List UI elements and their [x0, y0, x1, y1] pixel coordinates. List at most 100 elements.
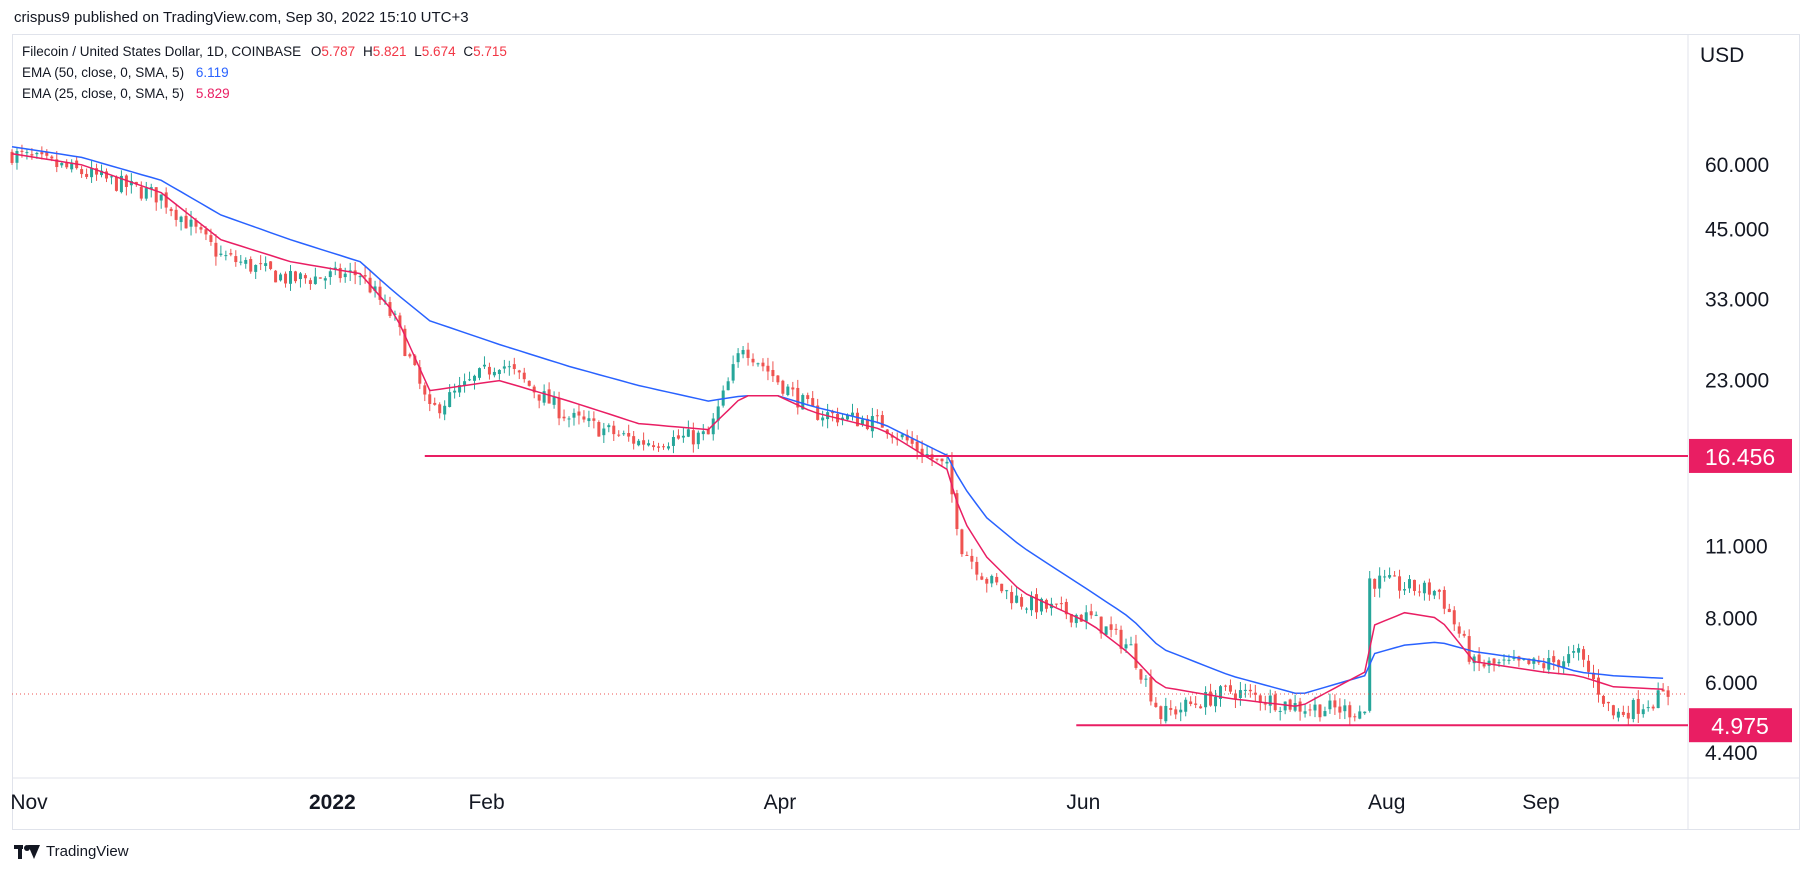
candle-body [935, 458, 939, 460]
candle-body [65, 162, 69, 168]
candle-body [910, 438, 914, 444]
candle-body [433, 402, 437, 405]
legend-ema25-row[interactable]: EMA (25, close, 0, SMA, 5) 5.829 [22, 86, 230, 101]
candle-body [850, 412, 854, 416]
candle-body [443, 405, 447, 415]
candle-body [1194, 703, 1198, 705]
candle-body [1437, 589, 1441, 592]
candle-body [398, 315, 402, 328]
legend-high: 5.821 [372, 44, 407, 59]
candle-body [1358, 711, 1362, 719]
candle-body [1298, 701, 1302, 712]
candle-body [194, 220, 198, 227]
candle-body [229, 253, 233, 255]
candle-body [1308, 709, 1312, 711]
candle-body [1527, 658, 1531, 664]
candle-body [686, 429, 690, 437]
candle-body [184, 215, 188, 229]
candle-body [502, 366, 506, 369]
candle-body [1601, 695, 1605, 704]
candle-body [781, 380, 785, 394]
candle-body [860, 419, 864, 425]
legend-ema50-value: 6.119 [195, 65, 229, 80]
candle-body [85, 173, 89, 177]
candle-body [786, 386, 790, 395]
candle-body [940, 458, 944, 462]
candle-body [313, 276, 317, 285]
candle-body [1313, 704, 1317, 711]
legend-ema50-row[interactable]: EMA (50, close, 0, SMA, 5) 6.119 [22, 65, 229, 80]
candle-body [418, 367, 422, 384]
candle-body [1084, 612, 1088, 622]
candle-body [1204, 692, 1208, 708]
candle-body [214, 242, 218, 257]
candle-body [90, 168, 94, 178]
candle-body [453, 390, 457, 393]
candle-body [1283, 701, 1287, 711]
candle-body [632, 436, 636, 444]
candle-body [1512, 657, 1516, 659]
candle-body [1189, 701, 1193, 705]
tradingview-logo-icon [14, 844, 40, 859]
chart-frame[interactable] [12, 34, 1800, 830]
candle-body [1407, 579, 1411, 589]
candle-body [1432, 590, 1436, 596]
candle-body [438, 404, 442, 414]
candle-body [1020, 597, 1024, 607]
candle-body [378, 286, 382, 300]
candle-body [1209, 691, 1213, 706]
candle-body [831, 411, 835, 414]
candle-body [592, 418, 596, 421]
candle-body [751, 358, 755, 363]
candle-body [30, 154, 34, 156]
candle-body [1074, 614, 1078, 624]
candle-body [1119, 629, 1123, 649]
candle-body [527, 380, 531, 386]
candle-body [1343, 705, 1347, 712]
candle-body [358, 276, 362, 278]
candle-body [403, 328, 407, 357]
candle-body [1502, 659, 1506, 661]
candle-body [796, 387, 800, 408]
candle-body [1025, 608, 1029, 610]
candle-body [647, 443, 651, 446]
candle-body [343, 273, 347, 278]
tradingview-brand[interactable]: TradingView [14, 843, 129, 860]
candle-body [259, 263, 263, 265]
candle-body [642, 440, 646, 445]
candle-body [413, 355, 417, 366]
candle-body [239, 261, 243, 263]
candle-body [950, 460, 954, 495]
candle-body [915, 441, 919, 451]
candle-body [1000, 583, 1004, 592]
candle-body [537, 394, 541, 401]
candle-body [1268, 695, 1272, 706]
candle-body [1288, 699, 1292, 710]
candle-body [1184, 699, 1188, 712]
candle-body [716, 406, 720, 421]
candle-body [955, 493, 959, 530]
candle-body [1626, 712, 1630, 719]
candle-body [1338, 706, 1342, 713]
candle-body [652, 445, 656, 448]
candle-body [159, 194, 163, 201]
candle-body [458, 385, 462, 393]
candle-body [328, 271, 332, 278]
candle-body [507, 366, 511, 368]
candle-body [303, 275, 307, 279]
candle-body [1452, 610, 1456, 625]
candle-body [1631, 699, 1635, 720]
candle-body [338, 268, 342, 279]
candle-body [1557, 660, 1561, 668]
candle-body [1507, 659, 1511, 661]
candle-body [80, 169, 84, 175]
candle-body [975, 561, 979, 575]
candle-body [1124, 644, 1128, 649]
candle-body [1661, 689, 1665, 692]
candle-body [1258, 695, 1262, 703]
candle-body [1641, 709, 1645, 715]
candle-body [1114, 628, 1118, 630]
candle-body [289, 271, 293, 284]
axes: USD 60.000 45.000 33.000 23.000 11.000 8.000 6.… [10, 44, 1769, 814]
